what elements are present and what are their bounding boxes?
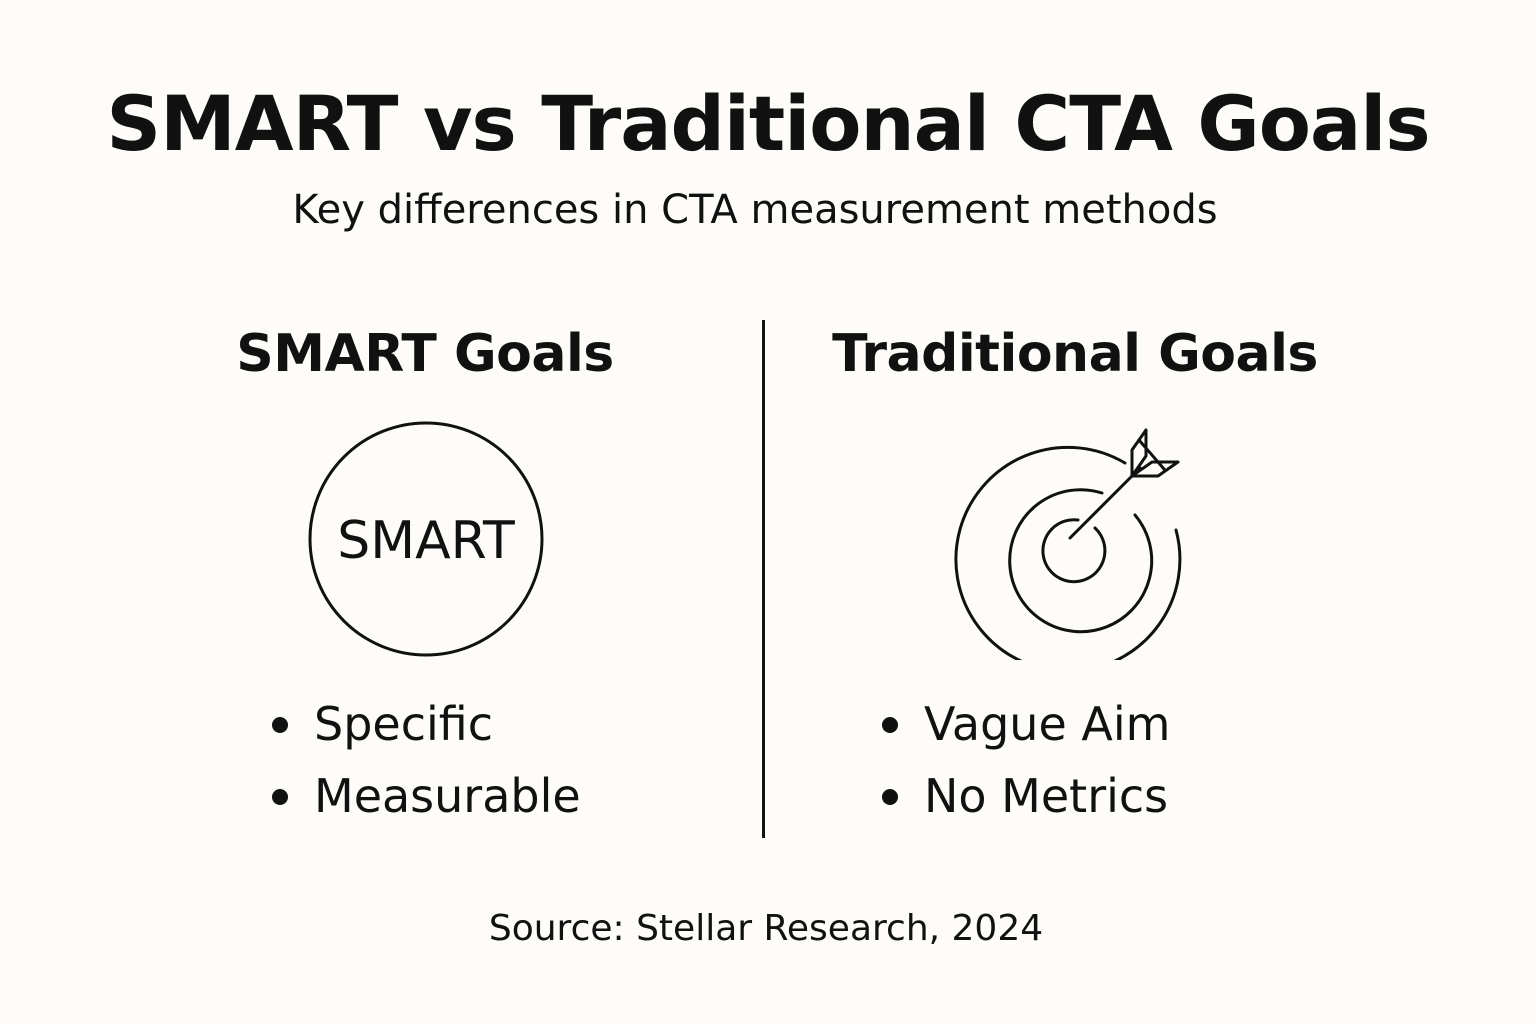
smart-icon-label: SMART (337, 511, 515, 571)
bullet-text: Vague Aim (924, 697, 1171, 751)
bullet-item-measurable: Measurable (270, 766, 690, 838)
smart-goals-heading: SMART Goals (236, 324, 614, 384)
traditional-goals-heading: Traditional Goals (832, 324, 1318, 384)
bullet-icon (882, 789, 898, 805)
bullet-item-specific: Specific (270, 694, 690, 766)
smart-circle-icon: SMART (307, 420, 545, 658)
bullet-item-no-metrics: No Metrics (880, 766, 1320, 838)
source-citation: Source: Stellar Research, 2024 (488, 908, 1044, 949)
bullet-icon (272, 717, 288, 733)
traditional-goals-bullet-list: Vague Aim No Metrics (880, 694, 1320, 838)
bullet-text: Specific (314, 697, 494, 751)
target-arrow-icon (950, 425, 1190, 660)
bullet-text: No Metrics (924, 769, 1169, 823)
bullet-icon (882, 717, 898, 733)
smart-goals-bullet-list: Specific Measurable (270, 694, 690, 838)
bullet-item-vague-aim: Vague Aim (880, 694, 1320, 766)
page-title: SMART vs Traditional CTA Goals (106, 79, 1430, 168)
bullet-text: Measurable (314, 769, 581, 823)
bullet-icon (272, 789, 288, 805)
page-subtitle: Key differences in CTA measurement metho… (292, 187, 1218, 233)
column-divider (762, 320, 765, 838)
